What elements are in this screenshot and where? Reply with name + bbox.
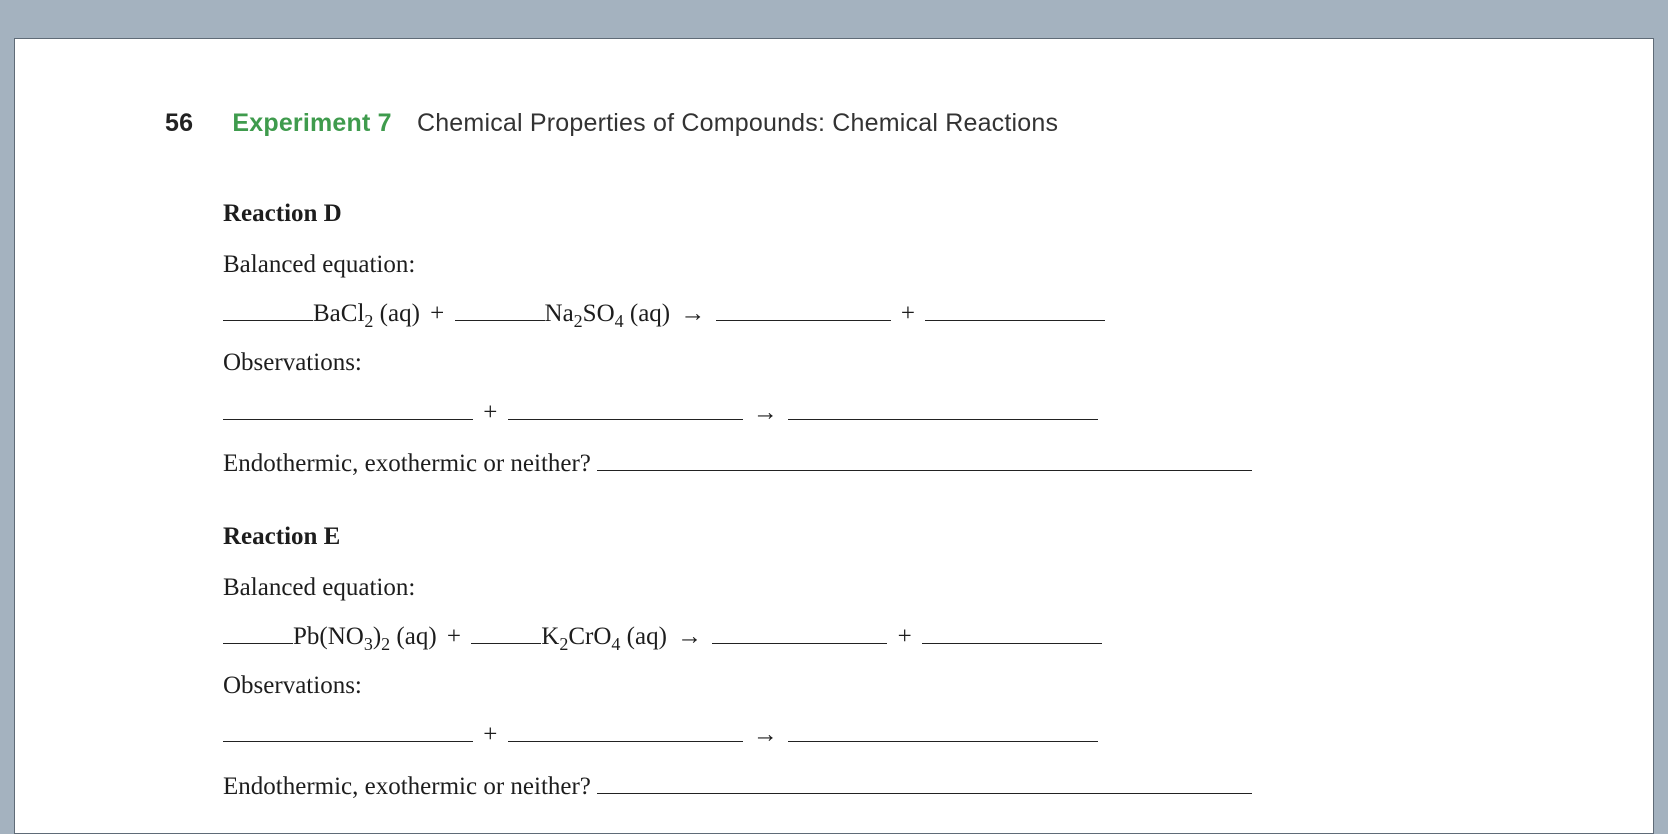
plus-symbol: + (479, 721, 501, 748)
balanced-equation-label: Balanced equation: (223, 574, 1503, 603)
plus-symbol: + (894, 623, 916, 650)
document-viewport: 56 Experiment 7 Chemical Properties of C… (0, 0, 1668, 834)
chapter-title: Chemical Properties of Compounds: Chemic… (417, 109, 1058, 137)
equation-row-e: Pb(NO3)2 (aq) + K2CrO4 (aq) → + (223, 620, 1503, 652)
observations-row-e: + → (223, 719, 1503, 751)
experiment-label: Experiment 7 (232, 109, 391, 137)
endothermic-prompt: Endothermic, exothermic or neither? (223, 773, 591, 800)
blank-endo (597, 770, 1252, 794)
blank-obs (508, 719, 743, 743)
reactant-1: BaCl2 (aq) (313, 300, 420, 327)
arrow-symbol: → (673, 623, 706, 652)
equation-row-d: BaCl2 (aq) + Na2SO4 (aq) → + (223, 298, 1503, 330)
arrow-symbol: → (676, 300, 709, 329)
page-number: 56 (165, 109, 193, 137)
blank-product (925, 298, 1105, 322)
arrow-symbol: → (749, 399, 782, 428)
plus-symbol: + (426, 300, 448, 327)
balanced-equation-label: Balanced equation: (223, 251, 1503, 280)
plus-symbol: + (897, 300, 919, 327)
blank-coef (471, 620, 541, 644)
endothermic-row-d: Endothermic, exothermic or neither? (223, 447, 1503, 479)
reactant-2: K2CrO4 (aq) (541, 623, 667, 650)
plus-symbol: + (479, 399, 501, 426)
blank-obs (223, 396, 473, 420)
blank-endo (597, 447, 1252, 471)
reactant-2: Na2SO4 (aq) (545, 300, 671, 327)
page: 56 Experiment 7 Chemical Properties of C… (14, 38, 1654, 834)
blank-coef (223, 620, 293, 644)
reactant-1: Pb(NO3)2 (aq) (293, 623, 437, 650)
blank-coef (223, 298, 313, 322)
blank-obs (223, 719, 473, 743)
blank-product (712, 620, 887, 644)
page-content: Reaction D Balanced equation: BaCl2 (aq)… (165, 200, 1503, 802)
observations-row-d: + → (223, 396, 1503, 428)
reaction-title: Reaction E (223, 523, 1503, 552)
observations-label: Observations: (223, 672, 1503, 701)
page-header: 56 Experiment 7 Chemical Properties of C… (165, 109, 1503, 138)
blank-obs (788, 719, 1098, 743)
blank-obs (788, 396, 1098, 420)
blank-obs (508, 396, 743, 420)
plus-symbol: + (443, 623, 465, 650)
blank-product (922, 620, 1102, 644)
endothermic-prompt: Endothermic, exothermic or neither? (223, 450, 591, 477)
observations-label: Observations: (223, 349, 1503, 378)
blank-product (716, 298, 891, 322)
blank-coef (455, 298, 545, 322)
arrow-symbol: → (749, 721, 782, 750)
reaction-title: Reaction D (223, 200, 1503, 229)
endothermic-row-e: Endothermic, exothermic or neither? (223, 770, 1503, 802)
